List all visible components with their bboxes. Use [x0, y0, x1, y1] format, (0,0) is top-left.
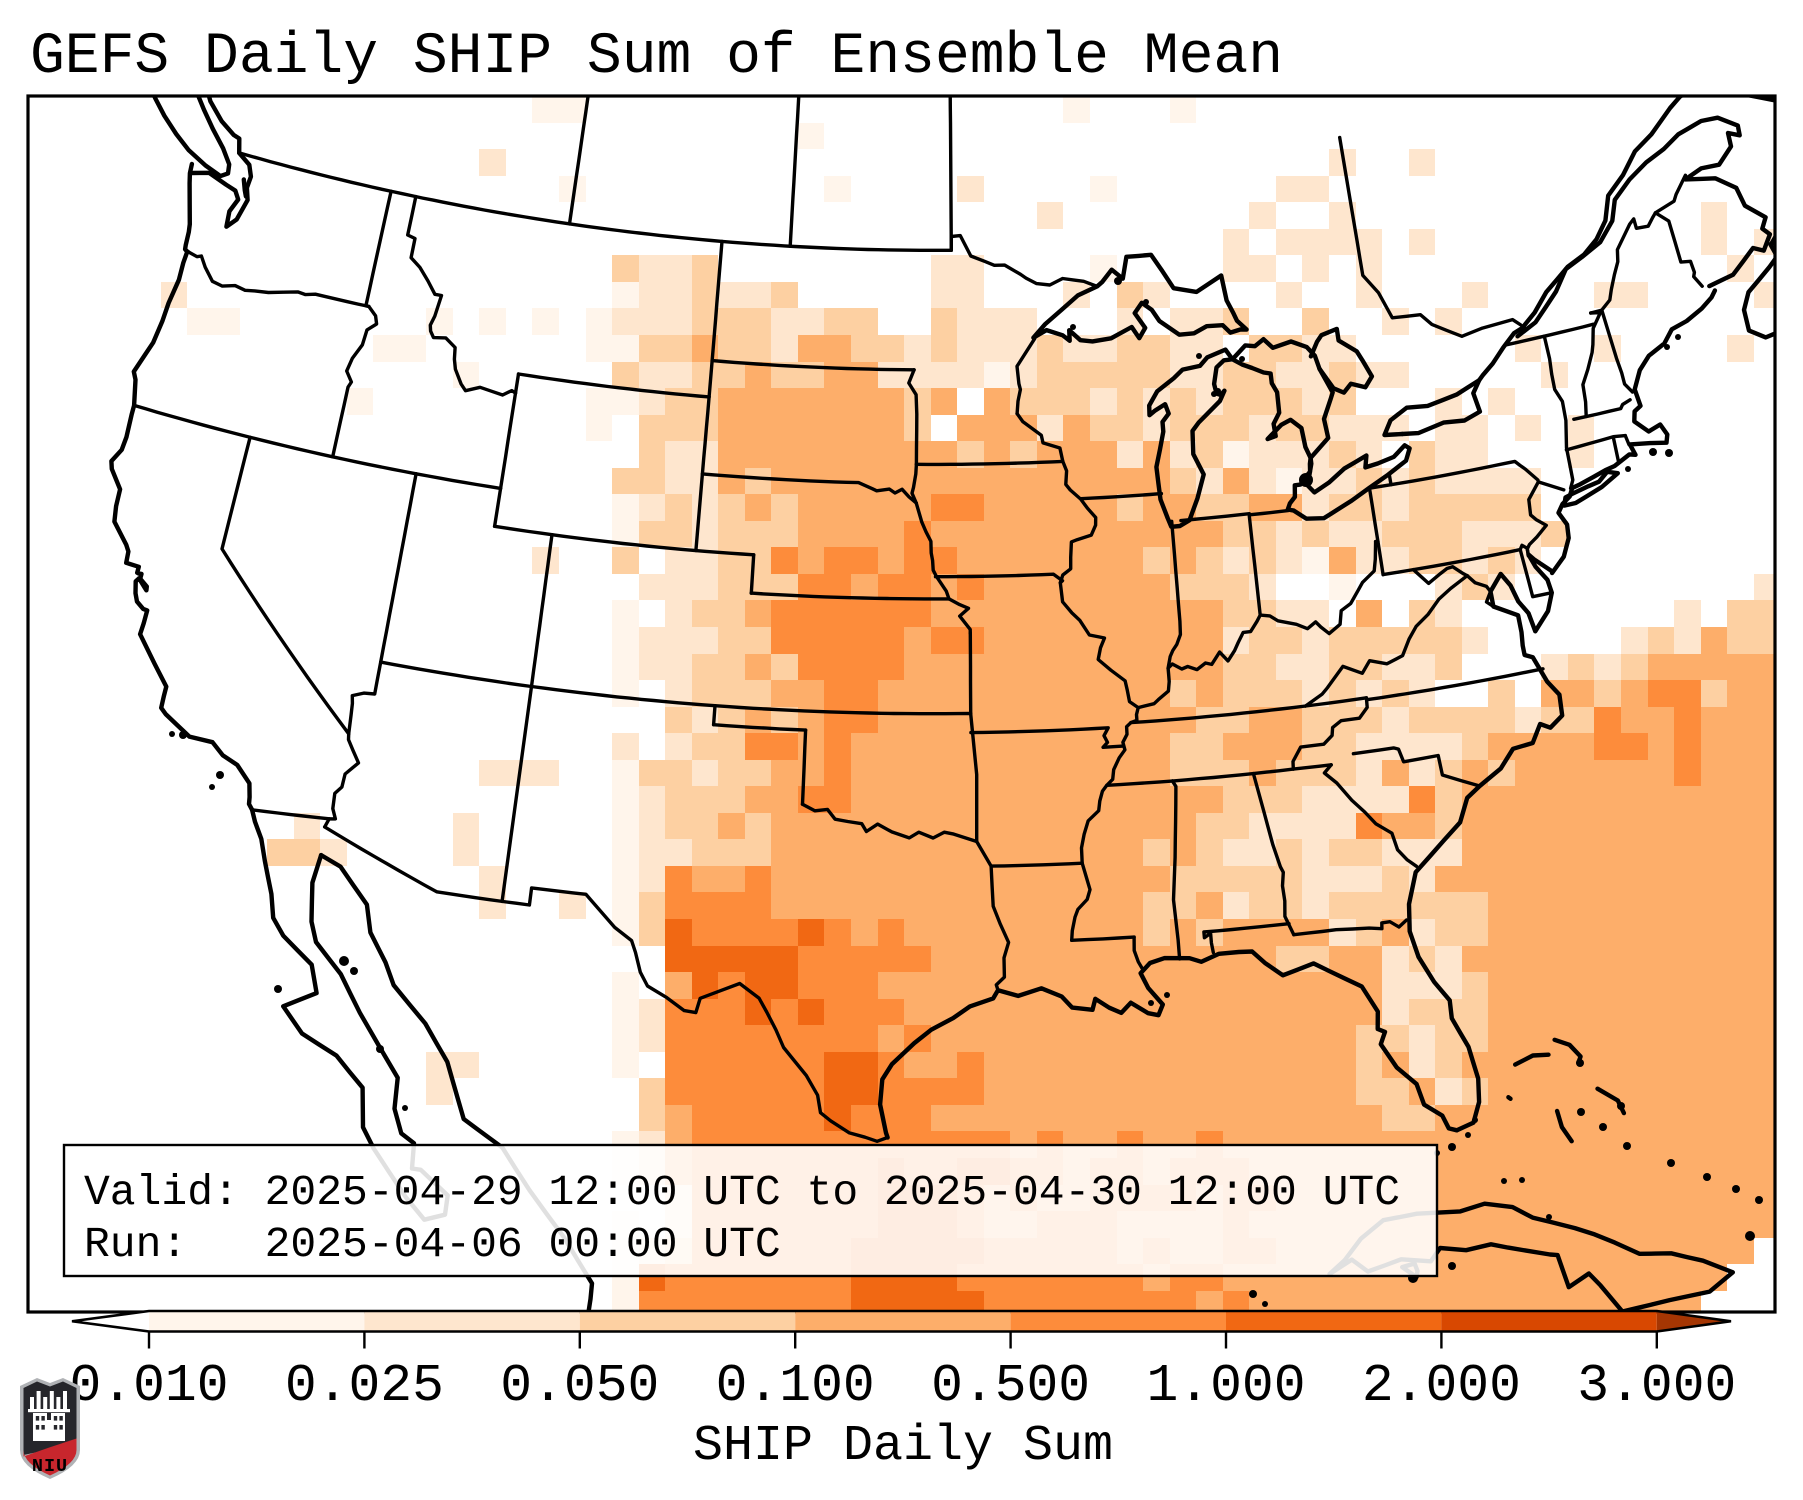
- svg-text:2.000: 2.000: [1362, 1356, 1521, 1416]
- svg-text:SHIP Daily Sum: SHIP Daily Sum: [693, 1418, 1113, 1475]
- svg-text:0.010: 0.010: [69, 1356, 228, 1416]
- svg-text:0.050: 0.050: [500, 1356, 659, 1416]
- svg-text:1.000: 1.000: [1146, 1356, 1305, 1416]
- svg-text:0.025: 0.025: [285, 1356, 444, 1416]
- svg-text:3.000: 3.000: [1577, 1356, 1736, 1416]
- svg-text:Run: 2025-04-06 00:00 UTC: Run: 2025-04-06 00:00 UTC: [84, 1220, 781, 1269]
- svg-text:NIU: NIU: [32, 1456, 68, 1477]
- svg-text:GEFS Daily SHIP Sum of Ensembl: GEFS Daily SHIP Sum of Ensemble Mean: [30, 25, 1283, 90]
- svg-text:Valid: 2025-04-29 12:00 UTC to: Valid: 2025-04-29 12:00 UTC to 2025-04-3…: [84, 1168, 1400, 1217]
- svg-text:0.100: 0.100: [716, 1356, 875, 1416]
- svg-text:0.500: 0.500: [931, 1356, 1090, 1416]
